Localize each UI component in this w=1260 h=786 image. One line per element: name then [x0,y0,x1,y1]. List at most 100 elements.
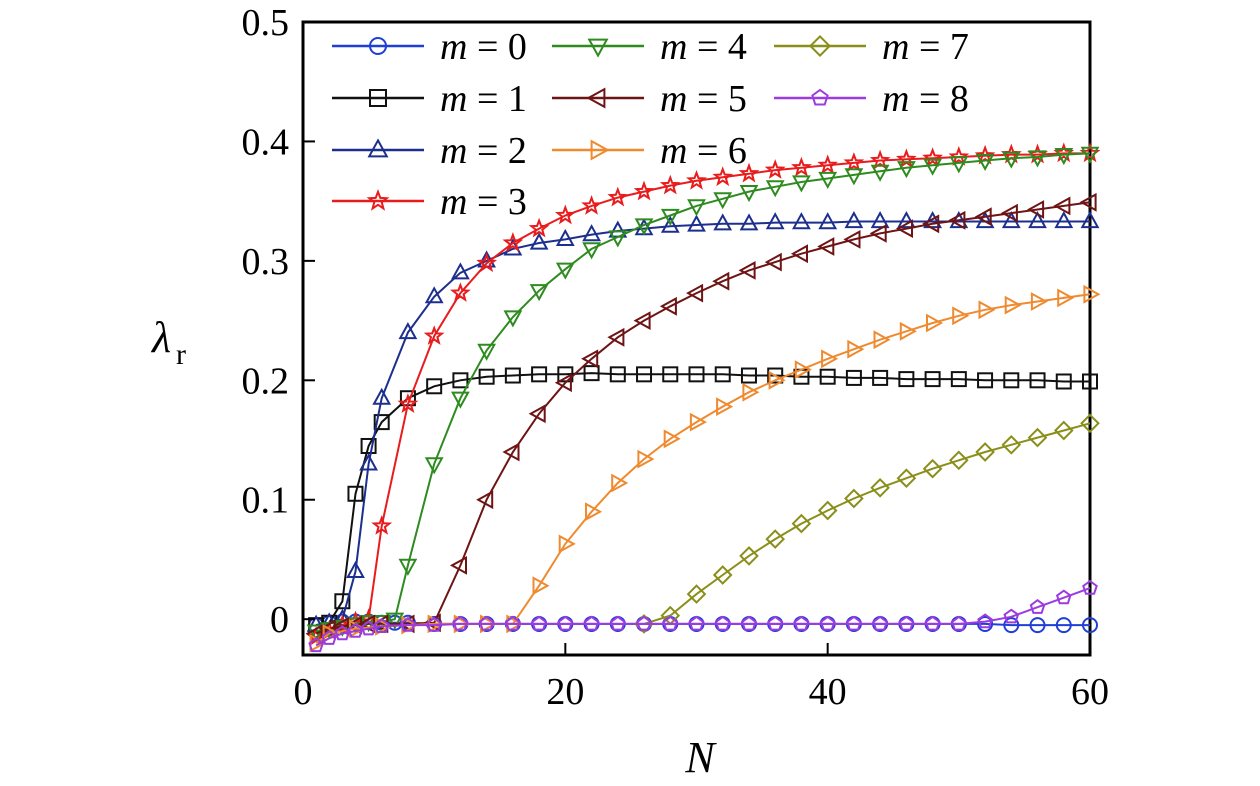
data-point [686,584,707,604]
y-axis-title-subscript: r [176,338,186,371]
data-point [373,414,390,431]
data-point [845,369,862,386]
data-point [397,393,419,414]
data-point [555,262,575,280]
data-point [713,213,733,231]
legend-swatch-marker [586,87,606,109]
data-point [846,615,862,631]
data-point [949,156,969,174]
data-point [1079,192,1097,212]
legend-item-m-0: m = 0 [332,26,527,68]
data-point [898,615,915,631]
data-point [423,325,445,345]
data-point [659,296,677,316]
data-point [451,262,470,280]
y-axis-title: λ r [150,313,186,371]
data-point [1082,579,1098,595]
data-point [767,367,784,384]
data-point [476,252,498,273]
data-point [531,366,548,383]
axis-layer: 0 20 40 60 0 0.1 0.2 0.3 0.4 0.5 [242,2,1110,713]
data-point [334,625,351,641]
legend-swatch-marker [587,38,609,58]
legend-item-m-6: m = 6 [552,130,747,172]
data-point [633,311,651,330]
data-point [609,615,626,631]
data-point [977,613,993,629]
data-point [371,515,393,535]
data-point [872,369,889,386]
data-point [1080,413,1100,434]
data-point [505,615,521,631]
data-point [477,343,496,361]
data-point [529,284,549,302]
legend-item-m-2: m = 2 [332,130,527,172]
data-point [765,180,785,198]
data-point [581,349,599,369]
x-tick-label: 0 [294,671,313,713]
data-point [740,367,757,384]
data-point [873,330,891,350]
data-point [529,232,549,250]
data-point [975,442,995,462]
data-point [895,219,913,238]
data-point [1053,196,1071,216]
x-tick-label: 40 [809,671,847,713]
data-point [977,372,994,389]
data-point [1054,211,1074,229]
data-point [1030,292,1048,311]
series-m-6 [309,284,1101,653]
series-line [315,372,1090,627]
series-line [315,152,1090,639]
data-point [607,186,629,207]
data-point [975,153,995,171]
data-point [1027,427,1048,448]
data-point [1055,373,1072,390]
data-point [451,391,470,409]
data-point [1003,372,1020,389]
series-m-7 [634,413,1100,634]
data-point [792,212,811,230]
data-point [452,615,469,631]
data-point [360,620,377,636]
legend: m = 0 m = 1 m = 2 m = 3 m = 4 m = 5 m = 6 m = 7… [332,26,969,223]
data-point [385,612,405,630]
data-point [819,615,836,631]
data-point [843,152,865,172]
data-point [478,615,495,631]
data-point [1003,608,1020,624]
data-point [872,615,888,631]
data-point [687,214,706,232]
data-point [870,477,890,498]
data-point [922,147,944,168]
data-point [502,442,520,462]
series-line [643,422,1091,625]
data-point [1055,617,1072,634]
data-point [767,615,784,631]
data-point [948,146,970,166]
legend-item-m-3: m = 3 [332,181,527,223]
data-point [637,449,655,469]
data-point [952,306,970,326]
x-tick-label: 20 [546,671,584,713]
legend-label: m = 7 [882,26,969,68]
data-point [583,615,600,631]
data-point [792,175,811,193]
data-point [608,230,628,248]
data-point [974,207,992,227]
data-point [817,500,838,521]
data-point [819,368,836,385]
data-point [897,211,916,229]
data-point [1082,617,1098,634]
data-point [1001,434,1022,455]
legend-item-m-7: m = 7 [774,26,969,68]
data-point [951,615,967,631]
plot-frame [301,20,1092,657]
data-point [924,615,941,631]
legend-item-m-1: m = 1 [332,78,527,120]
data-point [636,615,652,631]
data-point [502,232,524,252]
data-point [870,164,890,182]
series-m-8 [308,579,1098,653]
data-point [360,437,377,454]
